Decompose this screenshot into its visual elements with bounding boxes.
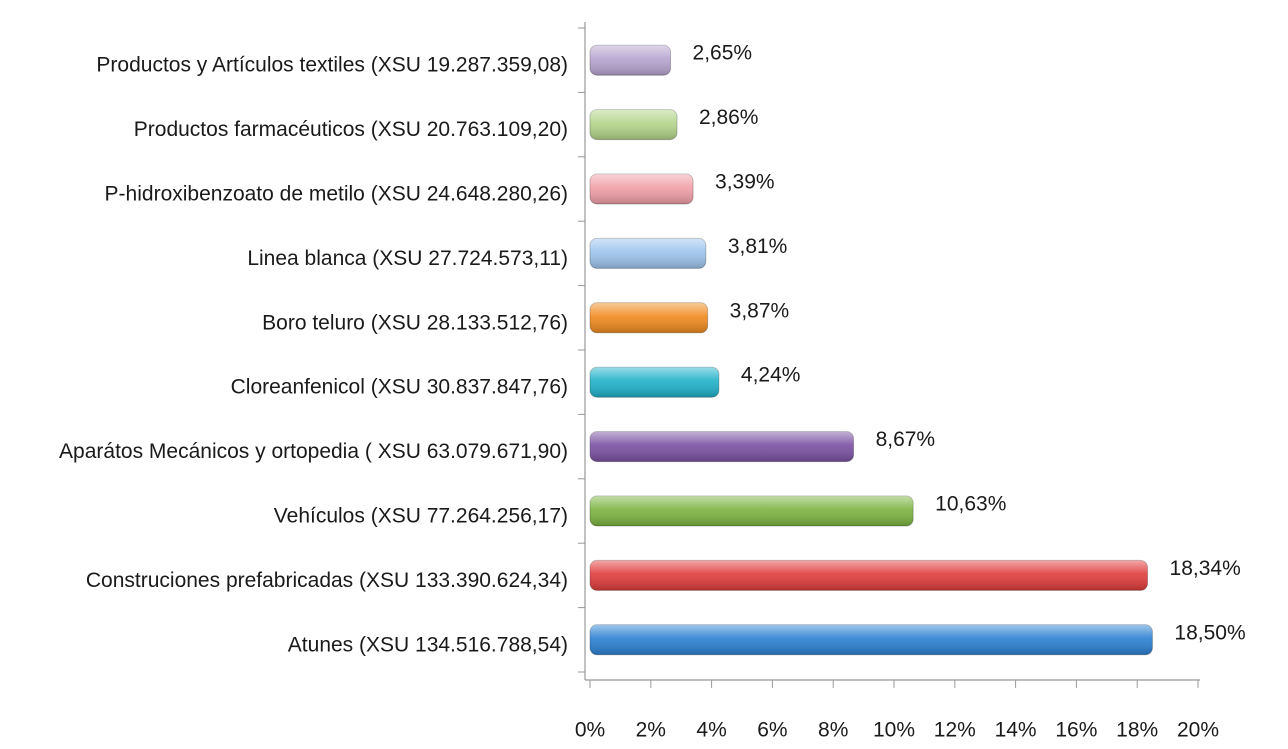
data-label: 3,87% [730,299,790,322]
x-tick-label: 20% [1177,719,1219,742]
data-label: 4,24% [741,364,801,387]
bar-shine [590,238,706,269]
y-tick-label: Productos y Artículos textiles (XSU 19.2… [96,54,568,77]
bar-shine [590,45,671,76]
y-tick-label: Productos farmacéuticos (XSU 20.763.109,… [134,118,568,141]
data-label: 10,63% [935,493,1006,516]
bar-shine [590,367,719,398]
y-tick-label: P-hidroxibenzoato de metilo (XSU 24.648.… [105,183,568,206]
x-tick-label: 18% [1116,719,1158,742]
bar-shine [590,624,1153,655]
bar-shine [590,560,1148,591]
y-tick-label: Construciones prefabricadas (XSU 133.390… [86,569,568,592]
x-tick-label: 0% [575,719,605,742]
y-tick-label: Cloreanfenicol (XSU 30.837.847,76) [231,376,568,399]
bar-shine [590,431,854,462]
data-label: 2,65% [693,42,753,65]
x-tick-label: 4% [696,719,726,742]
y-tick-label: Linea blanca (XSU 27.724.573,11) [247,247,568,270]
data-label: 3,39% [715,171,775,194]
data-label: 2,86% [699,106,759,129]
x-tick-label: 12% [934,719,976,742]
x-tick-label: 8% [818,719,848,742]
bar-shine [590,302,708,333]
x-tick-label: 2% [636,719,666,742]
data-label: 8,67% [876,428,936,451]
bar-shine [590,174,694,204]
data-label: 18,34% [1170,557,1241,580]
bar-shine [590,496,914,526]
x-tick-label: 6% [757,719,787,742]
data-label: 18,50% [1174,621,1245,644]
y-tick-label: Vehículos (XSU 77.264.256,17) [274,505,568,528]
data-label: 3,81% [728,235,788,258]
x-tick-label: 14% [995,719,1037,742]
y-tick-label: Boro teluro (XSU 28.133.512,76) [262,311,568,334]
bar-shine [590,109,677,140]
y-tick-label: Atunes (XSU 134.516.788,54) [288,633,568,656]
x-tick-label: 10% [873,719,915,742]
y-tick-label: Aparátos Mecánicos y ortopedia ( XSU 63.… [59,440,568,463]
x-tick-label: 16% [1055,719,1097,742]
